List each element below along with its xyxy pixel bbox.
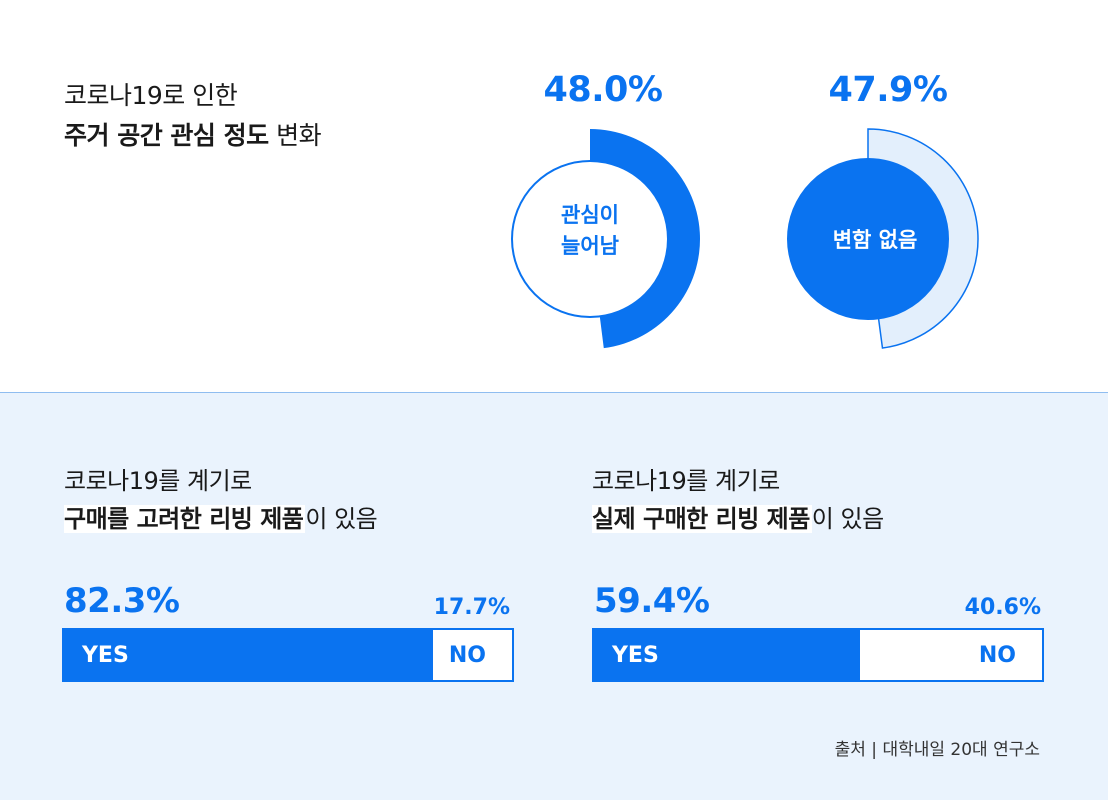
donut2-center-label: 변함 없음 <box>832 228 918 252</box>
bar1-title-rest: 이 있음 <box>305 505 378 533</box>
bar2-yes-percent: 59.4% <box>594 581 710 621</box>
infographic-title-line1: 코로나19로 인한 <box>64 81 238 110</box>
bar2-title-strong: 실제 구매한 리빙 제품 <box>592 505 812 533</box>
bar2-no-label: NO <box>978 643 1016 668</box>
donut1-label-line2: 늘어남 <box>561 234 619 258</box>
bar2-no-percent: 40.6% <box>964 595 1041 620</box>
bar1-title-strong: 구매를 고려한 리빙 제품 <box>64 505 306 533</box>
donut2-group <box>787 128 979 349</box>
donut1-percent: 48.0% <box>543 70 663 110</box>
bar1-no-label: NO <box>448 643 486 668</box>
bar2-yes-fill <box>594 630 861 680</box>
donut1-group <box>511 129 700 349</box>
donut2-center-circle <box>787 158 949 320</box>
bar1-title-line1: 코로나19를 계기로 <box>64 467 252 495</box>
bar1-no-percent: 17.7% <box>433 595 510 620</box>
title-rest: 변화 <box>268 121 322 150</box>
bar2-title-line1: 코로나19를 계기로 <box>592 467 780 495</box>
infographic-title-line2: 주거 공간 관심 정도 변화 <box>64 116 322 152</box>
donut1-center-circle <box>511 160 669 318</box>
donut1-center-label: 관심이 늘어남 <box>520 200 660 262</box>
bar1-yes-percent: 82.3% <box>64 581 180 621</box>
bar2-title-rest: 이 있음 <box>811 505 884 533</box>
bar2-track: YES NO <box>592 628 1044 682</box>
bar2-title-line2: 실제 구매한 리빙 제품이 있음 <box>592 499 884 534</box>
bar2-yes-label: YES <box>612 643 659 668</box>
bar1-title-line2: 구매를 고려한 리빙 제품이 있음 <box>64 499 378 534</box>
top-panel: 코로나19로 인한 주거 공간 관심 정도 변화 48.0% 47.9% 관심이… <box>0 0 1108 392</box>
donut1-arc <box>590 129 700 349</box>
donut2-percent: 47.9% <box>828 70 948 110</box>
donut1-label-line1: 관심이 <box>561 203 619 227</box>
bar1-yes-label: YES <box>82 643 129 668</box>
bar1-yes-fill <box>64 630 433 680</box>
donut-charts <box>511 128 979 349</box>
bar1-track: YES NO <box>62 628 514 682</box>
title-strong: 주거 공간 관심 정도 <box>64 121 269 150</box>
bottom-panel: 코로나19를 계기로 구매를 고려한 리빙 제품이 있음 82.3% 17.7%… <box>0 392 1108 800</box>
source-credit: 출처 | 대학내일 20대 연구소 <box>834 740 1040 760</box>
